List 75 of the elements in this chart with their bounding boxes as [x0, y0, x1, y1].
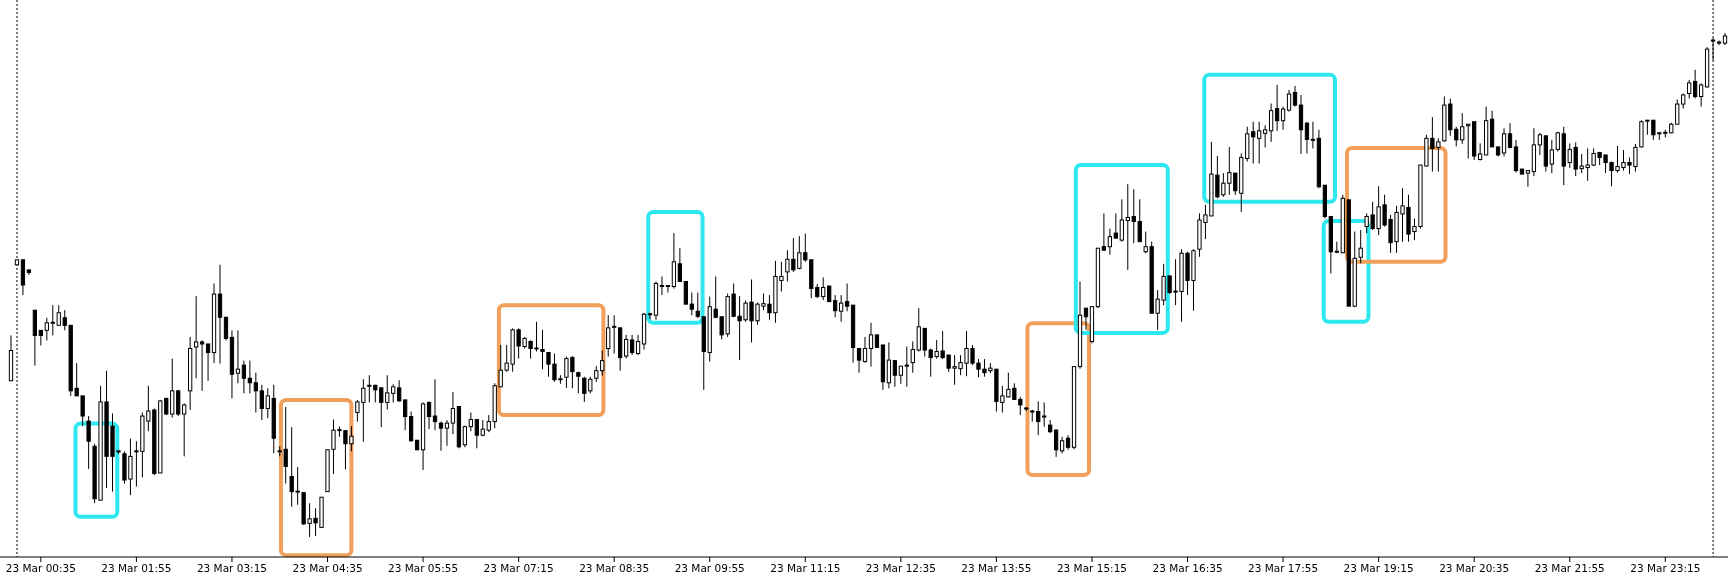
x-tick-label: 23 Mar 15:15 [1056, 562, 1128, 574]
candlestick [1693, 69, 1698, 100]
candlestick [844, 282, 850, 312]
candlestick [1053, 428, 1059, 458]
candlestick [235, 329, 241, 384]
candlestick [1101, 212, 1107, 251]
candlestick [1286, 89, 1292, 113]
x-tick-label: 23 Mar 01:55 [101, 562, 172, 574]
candlestick [1280, 106, 1286, 131]
x-tick-label: 23 Mar 00:35 [5, 562, 76, 574]
x-tick-label: 23 Mar 20:35 [1439, 562, 1510, 574]
candlestick [253, 372, 258, 414]
candlestick [868, 322, 874, 368]
candlestick [199, 339, 205, 392]
candlestick [1304, 121, 1310, 154]
candlestick [856, 348, 862, 374]
x-tick-label: 23 Mar 03:15 [196, 562, 268, 574]
x-tick-label: 23 Mar 16:35 [1152, 562, 1223, 574]
candlestick [1358, 229, 1363, 264]
x-tick-label: 23 Mar 07:15 [483, 562, 554, 574]
candlestick [444, 419, 450, 447]
candlestick [659, 275, 665, 296]
candlestick [665, 285, 671, 294]
candlestick [689, 292, 694, 316]
x-tick-label: 23 Mar 13:55 [961, 562, 1032, 574]
candlestick [241, 360, 247, 394]
x-tick-label: 23 Mar 08:35 [579, 562, 650, 574]
candlestick [1292, 85, 1298, 108]
candlestick [1501, 127, 1507, 157]
x-tick-label: 23 Mar 21:55 [1534, 562, 1605, 574]
candlestick [403, 399, 408, 431]
candlestick [677, 247, 683, 282]
candlestick [1525, 169, 1531, 188]
candlestick [205, 343, 211, 382]
x-tick-label: 23 Mar 23:15 [1630, 562, 1701, 574]
x-tick-label: 23 Mar 19:15 [1343, 562, 1414, 574]
candlestick [86, 415, 91, 470]
candlestick [1687, 79, 1692, 100]
candlestick [683, 280, 688, 305]
candlestick [1107, 228, 1113, 256]
candlestick [892, 360, 898, 388]
candlestick [1268, 103, 1274, 143]
candlestick [223, 316, 229, 341]
candlestick [1507, 122, 1513, 149]
candlestick [886, 341, 892, 389]
candlestick [1263, 124, 1268, 148]
candlestick [635, 334, 641, 356]
x-tick-label: 23 Mar 05:55 [388, 562, 459, 574]
candlestick [838, 294, 844, 323]
candlestick [1310, 121, 1316, 149]
candlestick [193, 295, 199, 379]
candlestick [647, 312, 653, 320]
x-tick-label: 23 Mar 04:35 [292, 562, 363, 574]
candlestick [623, 334, 629, 360]
candlestick [468, 412, 473, 432]
candlestick [1274, 84, 1280, 132]
candlestick [1698, 82, 1704, 108]
candlestick [1113, 212, 1118, 239]
candlestick [426, 400, 432, 430]
candlestick [904, 345, 909, 388]
candlestick [450, 391, 456, 435]
candlestick [1710, 37, 1716, 61]
x-tick-label: 23 Mar 12:35 [865, 562, 936, 574]
x-tick-label: 23 Mar 11:15 [770, 562, 841, 574]
x-tick-label: 23 Mar 09:55 [674, 562, 745, 574]
candlestick [438, 421, 444, 452]
candlestick [862, 336, 868, 364]
candlestick [1083, 307, 1089, 331]
x-tick-label: 23 Mar 17:55 [1248, 562, 1319, 574]
candlestick [629, 334, 635, 356]
candlestick [1513, 139, 1519, 174]
candlestick [432, 378, 438, 431]
candlestick [1537, 132, 1543, 156]
candlestick [833, 294, 838, 318]
candlestick [217, 264, 223, 365]
